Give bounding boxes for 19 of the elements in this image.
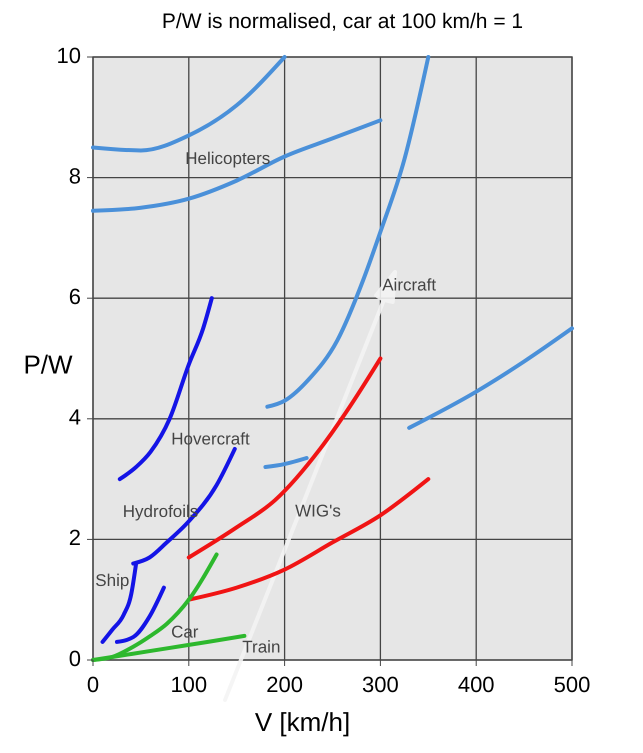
x-tick-label: 200 xyxy=(266,672,303,697)
x-tick-label: 0 xyxy=(86,672,100,697)
x-tick-label: 100 xyxy=(170,672,208,697)
series-label: WIG's xyxy=(295,502,341,521)
y-axis-title: P/W xyxy=(23,350,74,380)
series-label: Aircraft xyxy=(382,276,436,295)
y-tick-label: 6 xyxy=(68,284,81,310)
x-tick-label: 300 xyxy=(362,672,399,697)
series-label: Ship xyxy=(95,571,130,590)
y-tick-label: 2 xyxy=(68,525,81,550)
y-tick-label: 4 xyxy=(68,404,81,430)
x-tick-label: 500 xyxy=(554,672,590,697)
x-tick-label: 400 xyxy=(458,672,495,697)
y-tick-label: 10 xyxy=(56,42,81,68)
y-tick-label: 8 xyxy=(68,163,81,188)
x-axis-title: V [km/h] xyxy=(254,707,350,737)
series-label: Train xyxy=(242,637,280,656)
y-tick-label: 0 xyxy=(68,646,81,671)
chart-title: P/W is normalised, car at 100 km/h = 1 xyxy=(162,10,524,33)
